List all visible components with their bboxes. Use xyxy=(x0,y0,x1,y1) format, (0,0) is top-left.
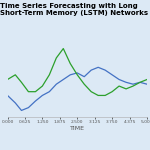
X-axis label: TIME: TIME xyxy=(70,126,85,131)
Text: Time Series Forecasting with Long Short-Term Memory (LSTM) Networks: Time Series Forecasting with Long Short-… xyxy=(0,3,148,16)
